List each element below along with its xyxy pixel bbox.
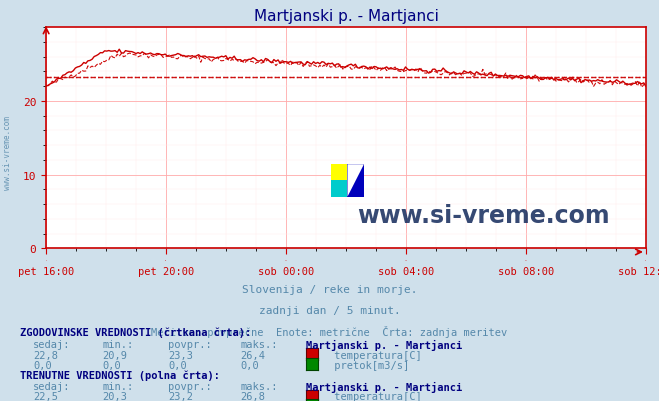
Text: 0,0: 0,0 <box>102 360 121 370</box>
Text: TRENUTNE VREDNOSTI (polna črta):: TRENUTNE VREDNOSTI (polna črta): <box>20 370 219 380</box>
Text: pet 20:00: pet 20:00 <box>138 267 194 277</box>
Text: sedaj:: sedaj: <box>33 339 71 349</box>
Text: 20,9: 20,9 <box>102 350 127 360</box>
Text: 0,0: 0,0 <box>168 400 186 401</box>
Text: pretok[m3/s]: pretok[m3/s] <box>328 360 409 370</box>
Text: povpr.:: povpr.: <box>168 339 212 349</box>
Text: 0,0: 0,0 <box>168 360 186 370</box>
Text: maks.:: maks.: <box>241 339 278 349</box>
Text: 23,2: 23,2 <box>168 391 193 401</box>
Text: min.:: min.: <box>102 381 133 391</box>
Title: Martjanski p. - Martjanci: Martjanski p. - Martjanci <box>254 9 438 24</box>
Text: 22,8: 22,8 <box>33 350 58 360</box>
Text: 26,4: 26,4 <box>241 350 266 360</box>
Text: pet 16:00: pet 16:00 <box>18 267 74 277</box>
Text: zadnji dan / 5 minut.: zadnji dan / 5 minut. <box>258 305 401 315</box>
Bar <box>331 165 347 181</box>
Text: 0,0: 0,0 <box>241 400 259 401</box>
Text: sedaj:: sedaj: <box>33 381 71 391</box>
Text: 22,5: 22,5 <box>33 391 58 401</box>
Text: 0,0: 0,0 <box>241 360 259 370</box>
Polygon shape <box>347 165 364 197</box>
Text: sob 00:00: sob 00:00 <box>258 267 314 277</box>
Text: sob 08:00: sob 08:00 <box>498 267 554 277</box>
Text: 23,3: 23,3 <box>168 350 193 360</box>
Bar <box>347 165 364 197</box>
Text: min.:: min.: <box>102 339 133 349</box>
Text: 0,0: 0,0 <box>102 400 121 401</box>
Text: Slovenija / reke in morje.: Slovenija / reke in morje. <box>242 285 417 295</box>
Text: maks.:: maks.: <box>241 381 278 391</box>
Text: sob 12:00: sob 12:00 <box>617 267 659 277</box>
Text: 0,0: 0,0 <box>33 400 51 401</box>
Text: povpr.:: povpr.: <box>168 381 212 391</box>
Text: 0,0: 0,0 <box>33 360 51 370</box>
Text: temperatura[C]: temperatura[C] <box>328 391 422 401</box>
Text: temperatura[C]: temperatura[C] <box>328 350 422 360</box>
Text: sob 04:00: sob 04:00 <box>378 267 434 277</box>
Text: Martjanski p. - Martjanci: Martjanski p. - Martjanci <box>306 339 463 350</box>
Text: Martjanski p. - Martjanci: Martjanski p. - Martjanci <box>306 381 463 392</box>
Text: 26,8: 26,8 <box>241 391 266 401</box>
Text: 20,3: 20,3 <box>102 391 127 401</box>
Text: pretok[m3/s]: pretok[m3/s] <box>328 400 409 401</box>
Bar <box>331 181 347 197</box>
Text: Meritve: povprečne  Enote: metrične  Črta: zadnja meritev: Meritve: povprečne Enote: metrične Črta:… <box>152 325 507 337</box>
Text: www.si-vreme.com: www.si-vreme.com <box>3 115 13 189</box>
Text: www.si-vreme.com: www.si-vreme.com <box>357 204 610 227</box>
Text: ZGODOVINSKE VREDNOSTI (črtkana črta):: ZGODOVINSKE VREDNOSTI (črtkana črta): <box>20 327 251 337</box>
